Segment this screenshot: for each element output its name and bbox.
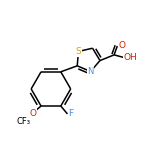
Text: O: O [119, 41, 126, 50]
Text: N: N [87, 67, 94, 76]
Text: F: F [68, 109, 73, 118]
Text: OH: OH [124, 53, 138, 62]
Text: CF₃: CF₃ [16, 117, 30, 126]
Text: O: O [29, 109, 36, 117]
Text: S: S [76, 47, 81, 56]
